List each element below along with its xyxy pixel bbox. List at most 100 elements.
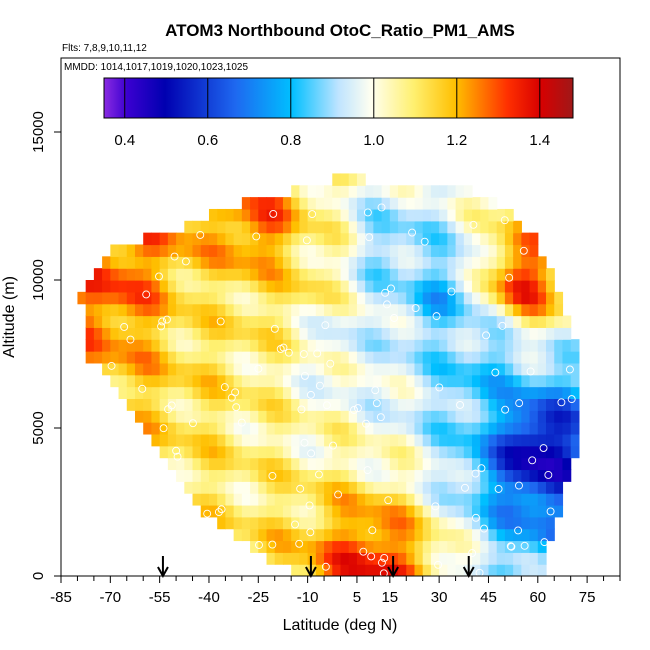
heatmap-cell — [159, 398, 169, 411]
heatmap-cell — [381, 208, 391, 222]
heatmap-cell — [480, 315, 490, 328]
heatmap-cell — [554, 327, 564, 340]
heatmap-cell — [266, 256, 276, 269]
heatmap-cell — [282, 197, 292, 210]
heatmap-cell — [406, 327, 416, 340]
heatmap-cell — [159, 445, 169, 459]
observation-point — [120, 322, 129, 331]
observation-point — [306, 390, 315, 399]
heatmap-cell — [233, 339, 243, 352]
heatmap-cell — [258, 504, 268, 518]
heatmap-cell — [570, 339, 580, 352]
heatmap-cell — [373, 244, 383, 257]
heatmap-cell — [143, 327, 153, 340]
heatmap-cell — [241, 268, 251, 281]
heatmap-cell — [291, 208, 300, 222]
heatmap-cell — [324, 493, 333, 506]
heatmap-cell — [398, 528, 407, 542]
observation-point — [315, 381, 324, 390]
observation-point — [237, 418, 246, 427]
heatmap-cell — [192, 256, 202, 269]
heatmap-cell — [513, 256, 522, 269]
heatmap-cell — [529, 244, 539, 257]
observation-point — [515, 481, 523, 490]
heatmap-cell — [406, 315, 416, 328]
heatmap-cell — [299, 386, 309, 399]
heatmap-cell — [365, 362, 374, 376]
heatmap-cell — [167, 422, 177, 435]
heatmap-cell — [225, 469, 235, 482]
heatmap-cell — [250, 268, 259, 281]
heatmap-cell — [381, 315, 391, 328]
heatmap-cell — [472, 504, 481, 518]
heatmap-cell — [398, 540, 407, 553]
heatmap-cell — [266, 552, 276, 565]
heatmap-cell — [546, 327, 555, 340]
heatmap-cell — [250, 220, 259, 234]
heatmap-cell — [299, 433, 309, 447]
heatmap-cell — [225, 457, 235, 471]
heatmap-cell — [332, 339, 342, 352]
heatmap-cell — [126, 315, 136, 328]
heatmap-cell — [307, 303, 317, 317]
heatmap-cell — [455, 232, 465, 246]
heatmap-cell — [356, 528, 366, 542]
heatmap-cell — [496, 552, 506, 565]
heatmap-cell — [324, 351, 333, 364]
heatmap-cell — [356, 398, 366, 411]
heatmap-cell — [85, 315, 95, 328]
heatmap-cell — [504, 433, 514, 447]
heatmap-cell — [200, 374, 210, 388]
heatmap-cell — [381, 244, 391, 257]
heatmap-cell — [546, 504, 555, 518]
heatmap-cell — [529, 493, 539, 506]
heatmap-cell — [546, 386, 555, 399]
heatmap-cell — [332, 433, 342, 447]
heatmap-cell — [537, 410, 547, 423]
heatmap-cell — [332, 445, 342, 459]
heatmap-cell — [315, 469, 325, 482]
heatmap-cell — [504, 374, 514, 388]
heatmap-cell — [110, 315, 120, 328]
observation-point — [471, 513, 480, 522]
heatmap-cell — [102, 351, 111, 364]
heatmap-cell — [365, 374, 374, 388]
heatmap-cell — [430, 197, 440, 210]
heatmap-cell — [406, 339, 416, 352]
heatmap-cell — [414, 339, 424, 352]
heatmap-cell — [398, 481, 407, 494]
heatmap-cell — [266, 220, 276, 234]
heatmap-cell — [332, 528, 342, 542]
heatmap-cell — [324, 185, 333, 198]
heatmap-cell — [414, 540, 424, 553]
heatmap-cell — [134, 280, 144, 293]
heatmap-cell — [398, 351, 407, 364]
observation-point — [359, 547, 368, 556]
heatmap-cell — [447, 315, 457, 328]
heatmap-cell — [373, 280, 383, 293]
observation-point — [432, 312, 441, 321]
heatmap-cell — [356, 291, 366, 305]
heatmap-cell — [414, 291, 424, 305]
heatmap-cell — [324, 197, 333, 210]
heatmap-cell — [299, 327, 309, 340]
heatmap-cell — [291, 362, 300, 376]
heatmap-cell — [422, 185, 432, 198]
heatmap-cell — [299, 564, 309, 576]
heatmap-cell — [373, 256, 383, 269]
heatmap-cell — [455, 540, 465, 553]
heatmap-cell — [258, 268, 268, 281]
heatmap-cell — [414, 457, 424, 471]
heatmap-cell — [176, 291, 185, 305]
heatmap-cell — [381, 362, 391, 376]
heatmap-cell — [340, 303, 350, 317]
heatmap-cell — [258, 528, 268, 542]
heatmap-cell — [463, 339, 473, 352]
heatmap-cell — [447, 422, 457, 435]
heatmap-cell — [233, 386, 243, 399]
heatmap-cell — [472, 398, 481, 411]
heatmap-cell — [529, 268, 539, 281]
observation-point — [376, 413, 385, 422]
heatmap-cell — [480, 528, 490, 542]
heatmap-cell — [200, 268, 210, 281]
